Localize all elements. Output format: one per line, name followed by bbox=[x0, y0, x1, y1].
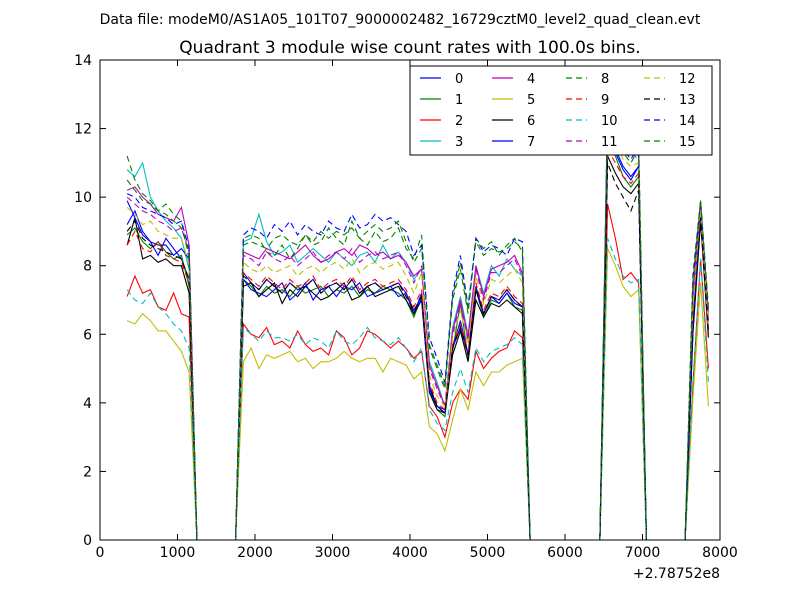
legend-label-10: 10 bbox=[601, 114, 618, 129]
plot-frame bbox=[99, 59, 721, 541]
y-tick-label: 4 bbox=[83, 396, 92, 412]
series-line-10 bbox=[126, 238, 709, 541]
legend-label-14: 14 bbox=[679, 114, 696, 129]
series-line-14 bbox=[126, 114, 709, 541]
y-tick-label: 10 bbox=[74, 190, 92, 206]
x-tick-label: 1000 bbox=[160, 545, 196, 561]
series-lines bbox=[126, 97, 709, 541]
series-line-0 bbox=[126, 135, 709, 541]
series-line-2 bbox=[126, 203, 709, 541]
legend-box bbox=[409, 65, 713, 156]
legend-label-7: 7 bbox=[527, 135, 535, 150]
series-line-15 bbox=[126, 97, 709, 541]
legend-label-3: 3 bbox=[455, 135, 463, 150]
x-tick-label: 8000 bbox=[702, 545, 738, 561]
series-line-9 bbox=[126, 147, 709, 541]
x-tick-label: 3000 bbox=[315, 545, 351, 561]
x-tick-label: 0 bbox=[96, 545, 105, 561]
y-tick-label: 8 bbox=[83, 259, 92, 275]
legend-label-11: 11 bbox=[601, 135, 618, 150]
series-line-5 bbox=[126, 248, 709, 541]
series-line-6 bbox=[126, 155, 709, 541]
y-tick-label: 12 bbox=[74, 122, 92, 138]
y-tick-label: 6 bbox=[83, 327, 92, 343]
chart-title: Quadrant 3 module wise count rates with … bbox=[179, 38, 640, 58]
legend-label-8: 8 bbox=[601, 72, 609, 87]
legend-label-13: 13 bbox=[679, 93, 696, 108]
x-tick-label: 4000 bbox=[392, 545, 428, 561]
y-tick-label: 14 bbox=[74, 53, 92, 69]
legend-label-9: 9 bbox=[601, 93, 609, 108]
series-line-12 bbox=[126, 124, 709, 541]
x-offset-label: +2.78752e8 bbox=[633, 566, 720, 582]
legend-label-12: 12 bbox=[679, 72, 696, 87]
legend-label-5: 5 bbox=[527, 93, 535, 108]
x-tick-label: 6000 bbox=[547, 545, 583, 561]
legend-label-2: 2 bbox=[455, 114, 463, 129]
legend-label-6: 6 bbox=[527, 114, 535, 129]
series-line-1 bbox=[126, 140, 709, 541]
axis-ticks: 0 1000 2000 3000 4000 5000 6000 7000 80000246810… bbox=[74, 53, 738, 561]
legend-label-4: 4 bbox=[527, 72, 535, 87]
series-line-13 bbox=[126, 162, 709, 541]
series-line-11 bbox=[126, 111, 709, 541]
y-tick-label: 0 bbox=[83, 533, 92, 549]
x-tick-label: 5000 bbox=[470, 545, 506, 561]
y-tick-label: 2 bbox=[83, 464, 92, 480]
legend-label-15: 15 bbox=[679, 135, 696, 150]
x-tick-label: 2000 bbox=[237, 545, 273, 561]
legend-label-1: 1 bbox=[455, 93, 463, 108]
series-line-8 bbox=[126, 118, 709, 541]
series-line-4 bbox=[126, 104, 709, 541]
x-tick-label: 7000 bbox=[625, 545, 661, 561]
legend-label-0: 0 bbox=[455, 72, 463, 87]
chart-suptitle: Data file: modeM0/AS1A05_101T07_90000024… bbox=[100, 12, 701, 28]
